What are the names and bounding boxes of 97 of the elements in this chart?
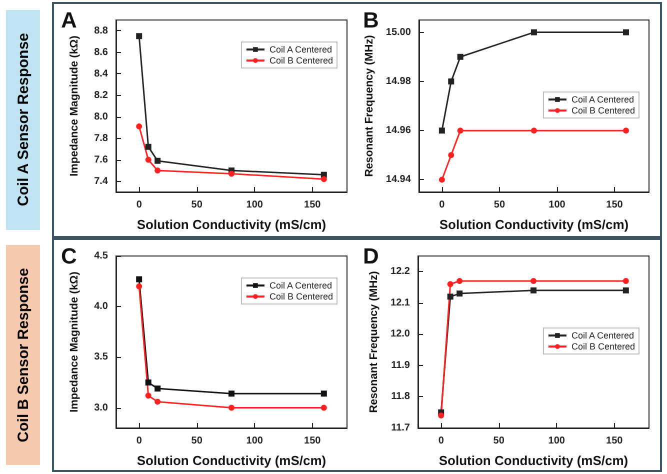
legend-label: Coil B Centered xyxy=(269,56,334,66)
x-tick-label: 150 xyxy=(606,200,624,210)
text: Coil B Sensor Response xyxy=(14,268,32,442)
point xyxy=(456,290,463,297)
x-axis-title: Solution Conductivity (mS/cm) xyxy=(136,453,326,468)
x-tick-label: 100 xyxy=(548,436,566,446)
text: Coil A Sensor Response xyxy=(14,33,32,207)
point xyxy=(228,404,234,411)
point xyxy=(320,404,327,411)
x-tick-label: 100 xyxy=(246,200,264,210)
point xyxy=(145,392,152,399)
point xyxy=(457,128,464,134)
legend-label: Coil A Centered xyxy=(269,280,332,290)
x-axis-title: Solution Conductivity (mS/cm) xyxy=(439,217,629,232)
y-tick-label: 11.9 xyxy=(391,360,410,371)
point xyxy=(228,170,234,177)
y-axis-title: Impedance Magnitude (kΩ) xyxy=(68,35,80,176)
y-tick-label: 8.4 xyxy=(94,68,108,80)
chart-title: B xyxy=(363,8,379,32)
y-axis-title: Resonant Frequency (MHz) xyxy=(368,270,380,413)
point xyxy=(320,176,327,182)
x-axis-title: Solution Conductivity (mS/cm) xyxy=(438,453,628,468)
legend-label: Coil A Centered xyxy=(571,94,634,104)
point xyxy=(438,412,444,418)
legend-label: Coil A Centered xyxy=(269,44,332,54)
point xyxy=(136,33,142,40)
point xyxy=(457,54,464,60)
point xyxy=(448,78,454,84)
x-tick-label: 150 xyxy=(304,436,322,446)
y-tick-label: 14.98 xyxy=(386,76,412,87)
chart-title: C xyxy=(61,244,77,268)
point xyxy=(154,386,161,392)
point xyxy=(530,278,536,284)
chart-title: D xyxy=(363,244,379,268)
legend-label: Coil B Centered xyxy=(571,342,636,352)
x-tick-label: 50 xyxy=(493,436,505,446)
y-tick-label: 14.96 xyxy=(386,125,412,136)
point xyxy=(136,276,142,282)
point xyxy=(145,379,152,386)
point xyxy=(622,29,629,36)
point xyxy=(438,176,445,183)
x-tick-label: 50 xyxy=(494,200,506,210)
x-tick-label: 50 xyxy=(191,200,203,210)
point xyxy=(154,158,161,164)
y-tick-label: 11.8 xyxy=(391,391,410,402)
point xyxy=(530,128,537,134)
x-tick-label: 0 xyxy=(136,436,142,446)
y-tick-label: 12.2 xyxy=(390,266,410,278)
y-tick-label: 8.8 xyxy=(94,25,108,36)
y-tick-label: 4.0 xyxy=(94,301,108,312)
legend-label: Coil B Centered xyxy=(269,292,334,302)
x-tick-label: 0 xyxy=(439,200,446,210)
x-tick-label: 150 xyxy=(606,436,624,446)
y-tick-label: 15.00 xyxy=(386,26,412,38)
x-tick-label: 100 xyxy=(548,200,566,210)
y-tick-label: 3.0 xyxy=(94,402,108,414)
x-axis-title: Solution Conductivity (mS/cm) xyxy=(136,217,326,232)
point xyxy=(154,398,161,405)
point xyxy=(448,152,454,158)
point xyxy=(623,128,629,134)
y-axis-title: Impedance Magnitude (kΩ) xyxy=(68,271,80,412)
y-axis-title: Resonant Frequency (MHz) xyxy=(364,34,376,177)
y-tick-label: 8.6 xyxy=(94,46,108,58)
point xyxy=(145,144,152,150)
y-tick-label: 12.0 xyxy=(390,328,410,340)
y-tick-label: 4.5 xyxy=(94,250,108,262)
point xyxy=(438,128,445,134)
point xyxy=(622,278,629,284)
x-tick-label: 150 xyxy=(304,200,322,210)
x-tick-label: 100 xyxy=(246,436,264,446)
point xyxy=(136,283,142,290)
y-tick-label: 8.0 xyxy=(94,111,108,122)
y-tick-label: 7.4 xyxy=(94,176,108,187)
y-tick-label: 7.8 xyxy=(94,132,108,144)
legend-label: Coil B Centered xyxy=(571,106,636,116)
point xyxy=(154,168,161,174)
y-tick-label: 3.5 xyxy=(94,352,108,363)
point xyxy=(228,390,234,397)
y-tick-label: 12.1 xyxy=(390,297,410,308)
x-tick-label: 0 xyxy=(136,200,142,210)
point xyxy=(456,278,463,284)
chart-title: A xyxy=(61,8,77,32)
point xyxy=(447,281,454,288)
y-tick-label: 8.2 xyxy=(94,90,108,101)
point xyxy=(145,156,152,163)
y-tick-label: 14.94 xyxy=(386,174,412,186)
y-tick-label: 7.6 xyxy=(94,154,108,166)
point xyxy=(447,294,454,300)
legend-label: Coil A Centered xyxy=(571,330,634,340)
point xyxy=(530,287,536,294)
point xyxy=(530,29,537,36)
y-tick-label: 11.7 xyxy=(391,422,410,434)
x-tick-label: 50 xyxy=(191,436,203,446)
point xyxy=(622,287,629,294)
x-tick-label: 0 xyxy=(438,436,444,446)
point xyxy=(320,390,327,397)
point xyxy=(136,123,142,130)
